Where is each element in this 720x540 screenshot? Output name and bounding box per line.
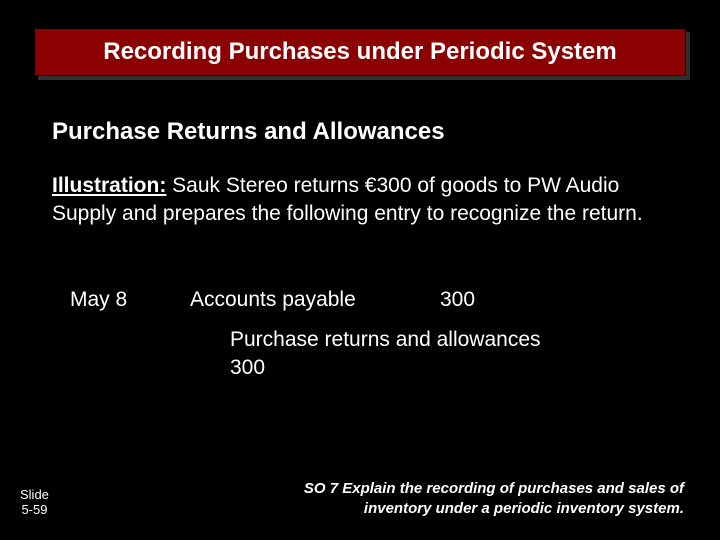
- section-subtitle: Purchase Returns and Allowances: [52, 118, 445, 146]
- journal-debit-amount: 300: [440, 288, 500, 312]
- title-banner: Recording Purchases under Periodic Syste…: [34, 28, 686, 76]
- page-title: Recording Purchases under Periodic Syste…: [103, 38, 617, 66]
- slide-label: Slide: [20, 487, 49, 502]
- slide-number: 5-59: [21, 502, 47, 517]
- journal-debit-row: May 8 Accounts payable 300: [70, 288, 650, 312]
- so-number: SO 7: [304, 480, 338, 497]
- illustration-label: Illustration:: [52, 174, 166, 197]
- learning-objective-footer: SO 7 Explain the recording of purchases …: [254, 479, 684, 518]
- journal-entry: May 8 Accounts payable 300 Purchase retu…: [70, 288, 650, 383]
- so-text: Explain the recording of purchases and s…: [342, 480, 684, 517]
- journal-credit-amount: 300: [230, 356, 265, 379]
- journal-debit-account: Accounts payable: [190, 288, 400, 312]
- journal-credit-account: Purchase returns and allowances: [230, 328, 541, 351]
- illustration-paragraph: Illustration: Sauk Stereo returns €300 o…: [52, 172, 666, 229]
- journal-credit-row: Purchase returns and allowances 300: [230, 326, 650, 383]
- slide-number-footer: Slide 5-59: [20, 487, 49, 518]
- journal-date: May 8: [70, 288, 150, 312]
